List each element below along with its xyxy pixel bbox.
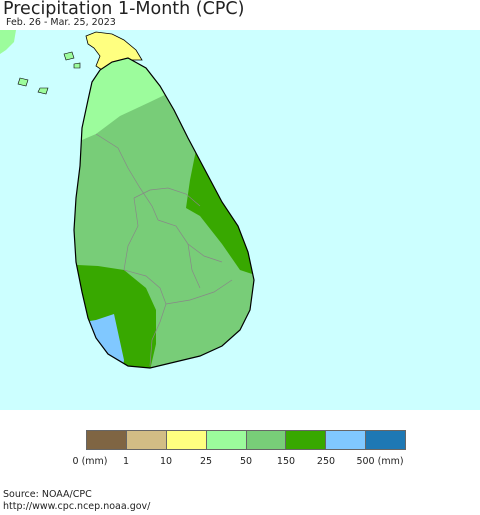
legend-label: 1 [122,456,130,467]
province-boundaries [95,133,233,367]
legend-label: 0 (mm) [72,456,108,467]
legend-swatch [206,431,247,449]
source-url: http://www.cpc.ncep.noaa.gov/ [3,501,151,512]
source-credit: Source: NOAA/CPC [3,489,92,500]
india-land [0,30,16,54]
legend-colorbar [86,430,406,450]
date-range: Feb. 26 - Mar. 25, 2023 [6,17,116,28]
legend-swatch [326,431,367,449]
island [17,77,29,87]
precipitation-map [0,30,480,410]
legend-swatch [366,431,405,449]
legend-swatch [286,431,327,449]
island [73,62,81,69]
legend-label: 250 [316,456,336,467]
legend-swatch [87,431,127,449]
region-east-coast [186,146,254,276]
map-title: Precipitation 1-Month (CPC) [3,0,245,19]
legend-swatch [126,431,167,449]
legend-labels: 0 (mm) 1 10 25 50 150 250 500 (mm) [0,456,480,470]
sri-lanka-coastline [73,57,255,369]
legend-label: 150 [276,456,296,467]
island [63,51,75,61]
legend-label: 25 [199,456,213,467]
legend-swatch [166,431,207,449]
legend-label: 500 (mm) [356,456,404,467]
island [37,87,49,95]
legend-swatch [246,431,287,449]
ocean [0,30,480,410]
legend-label: 50 [239,456,253,467]
legend-label: 10 [159,456,173,467]
